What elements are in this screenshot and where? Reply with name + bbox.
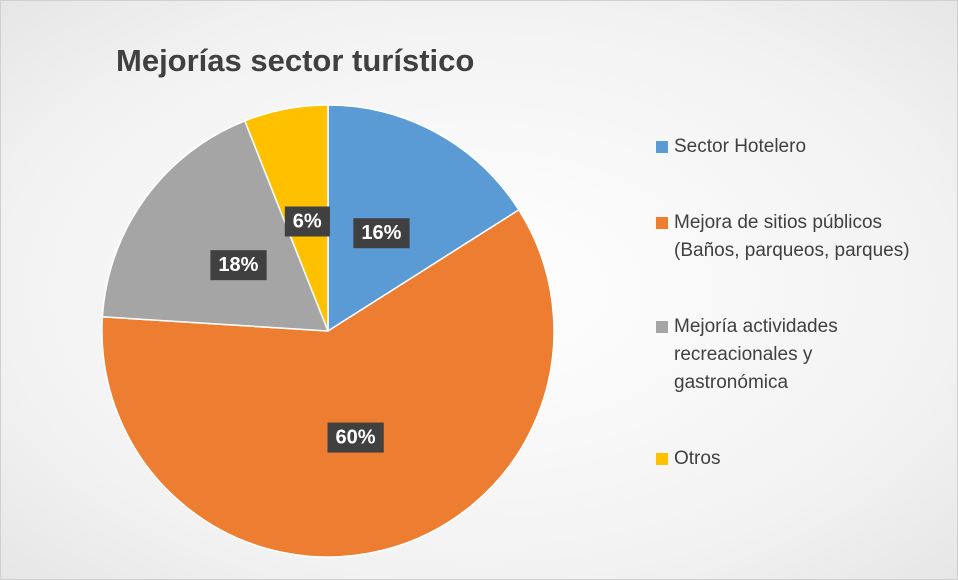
data-label-text: 16% xyxy=(361,222,401,244)
data-label-box xyxy=(353,218,410,249)
legend-swatch xyxy=(656,141,668,153)
data-label-text: 6% xyxy=(293,211,322,233)
legend-label: Mejora de sitios públicos (Baños, parque… xyxy=(674,212,910,261)
legend-item: Mejoría actividades recreacionales y gas… xyxy=(656,313,951,397)
legend-item: Otros xyxy=(656,445,951,473)
legend-item: Sector Hotelero xyxy=(656,133,951,161)
pie-slice xyxy=(327,104,520,333)
pie-slice xyxy=(101,208,555,558)
legend-swatch xyxy=(656,321,668,333)
legend-label: Sector Hotelero xyxy=(674,136,807,157)
legend-item: Mejora de sitios públicos (Baños, parque… xyxy=(656,209,951,265)
data-label-text: 60% xyxy=(336,427,376,449)
data-label: 18% xyxy=(210,250,267,281)
legend-label: Mejoría actividades recreacionales y gas… xyxy=(674,316,838,393)
data-label-box xyxy=(327,422,384,453)
data-label: 6% xyxy=(284,206,330,237)
legend: Sector Hotelero Mejora de sitios públicos… xyxy=(656,133,951,473)
legend-swatch xyxy=(656,453,668,465)
data-label-box xyxy=(284,206,330,237)
data-label-box xyxy=(210,250,267,281)
legend-swatch xyxy=(656,217,668,229)
data-label-text: 18% xyxy=(218,254,258,276)
pie-slice xyxy=(101,119,330,332)
chart-title: Mejorías sector turístico xyxy=(116,43,474,78)
legend-label: Otros xyxy=(674,448,721,469)
data-label: 16% xyxy=(353,218,410,249)
data-label: 60% xyxy=(327,422,384,453)
